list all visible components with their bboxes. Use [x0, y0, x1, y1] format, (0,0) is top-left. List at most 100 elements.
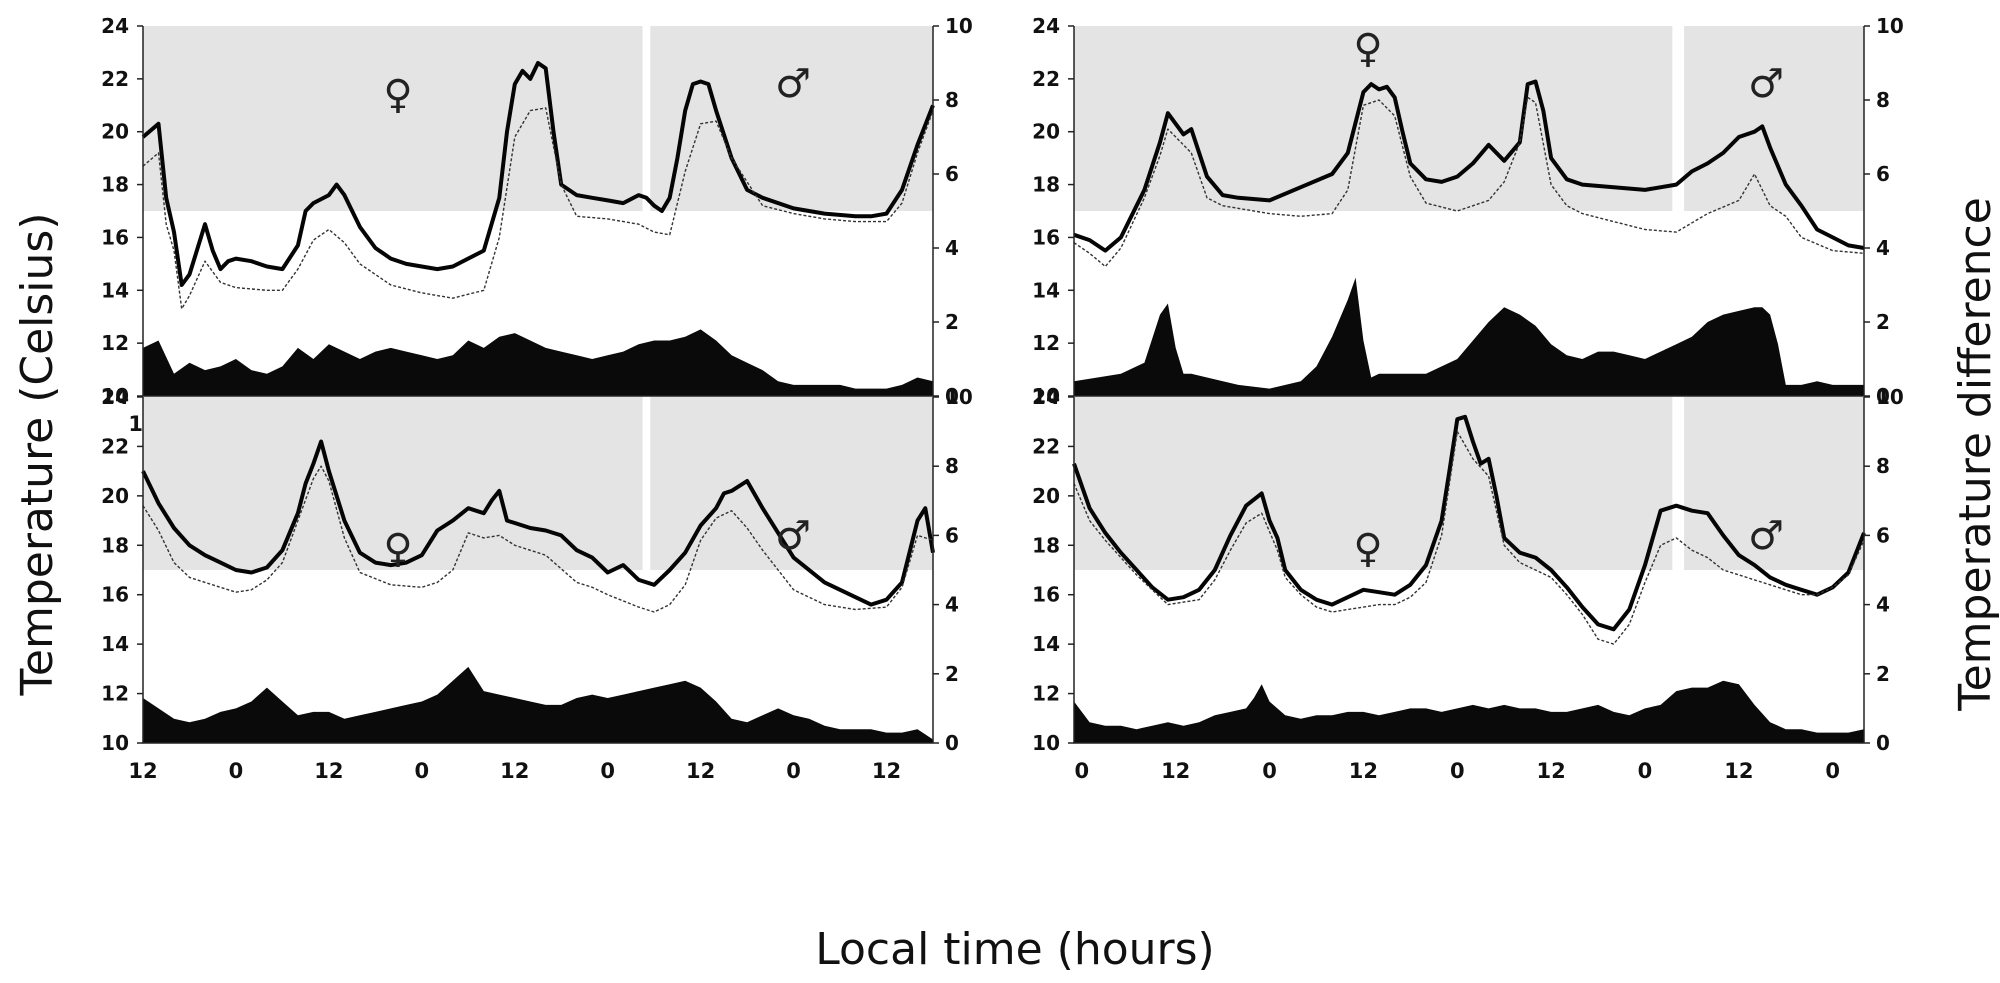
y-left-tick-label: 12	[1032, 682, 1060, 706]
x-tick-label: 12	[314, 759, 343, 783]
series-difference-area	[143, 666, 933, 743]
y-right-tick-label: 10	[1876, 385, 1904, 409]
y-right-tick-label: 4	[1876, 236, 1890, 260]
y-left-tick-label: 12	[1032, 331, 1060, 355]
y-right-axis-title: Temperature difference	[1950, 197, 2000, 712]
shaded-period-2	[1684, 26, 1864, 211]
series-difference-area	[1074, 277, 1864, 396]
y-left-tick-label: 18	[1032, 533, 1060, 557]
y-left-tick-label: 22	[1032, 434, 1060, 458]
shaded-period-1	[143, 26, 643, 211]
series-thick-line	[1072, 414, 1866, 632]
y-right-tick-label: 4	[945, 593, 959, 617]
female-symbol-icon: ♀	[383, 526, 412, 572]
y-left-tick-label: 16	[1032, 583, 1060, 607]
x-tick-label: 12	[1349, 759, 1378, 783]
x-tick-label: 0	[1825, 759, 1840, 783]
y-right-tick-label: 10	[945, 385, 973, 409]
y-right-tick-label: 8	[945, 454, 959, 478]
male-symbol-icon: ♂	[775, 513, 811, 559]
series-thick-line	[1073, 79, 1865, 253]
y-right-tick-label: 0	[1876, 384, 1890, 408]
y-left-tick-label: 14	[1032, 278, 1060, 302]
x-tick-label: 12	[686, 759, 715, 783]
y-right-tick-label: 6	[1876, 162, 1890, 186]
y-left-tick-label: 24	[101, 14, 129, 38]
x-tick-label: 12	[128, 759, 157, 783]
x-tick-label: 0	[1262, 759, 1277, 783]
y-left-tick-label: 22	[101, 434, 129, 458]
y-right-tick-label: 0	[945, 731, 959, 755]
female-symbol-icon: ♀	[1353, 26, 1382, 72]
y-right-tick-label: 8	[1876, 88, 1890, 112]
series-thick-line	[141, 439, 935, 607]
y-left-tick-label: 12	[101, 682, 129, 706]
series-thin-line	[142, 465, 934, 613]
male-symbol-icon: ♂	[1748, 513, 1784, 559]
y-left-tick-label: 18	[101, 533, 129, 557]
series-difference-area	[1074, 680, 1864, 743]
shaded-period-1	[1074, 397, 1673, 570]
y-left-tick-label: 14	[101, 278, 129, 302]
x-tick-label: 0	[1075, 759, 1090, 783]
y-right-tick-label: 4	[945, 236, 959, 260]
y-left-tick-label: 18	[1032, 173, 1060, 197]
y-left-tick-label: 20	[1032, 484, 1060, 508]
y-left-axis-title: Temperature (Celsius)	[12, 212, 63, 696]
y-left-tick-label: 12	[101, 331, 129, 355]
y-right-tick-label: 6	[1876, 523, 1890, 547]
y-right-tick-label: 8	[1876, 454, 1890, 478]
y-right-tick-label: 2	[945, 310, 959, 334]
y-left-tick-label: 10	[101, 731, 129, 755]
y-left-tick-label: 22	[101, 67, 129, 91]
y-left-tick-label: 20	[101, 484, 129, 508]
y-left-tick-label: 16	[101, 225, 129, 249]
y-left-tick-label: 10	[1032, 384, 1060, 408]
shaded-period-2	[650, 397, 933, 570]
shaded-period-1	[143, 397, 643, 570]
x-tick-label: 0	[229, 759, 244, 783]
y-left-tick-label: 14	[101, 632, 129, 656]
female-symbol-icon: ♀	[1353, 526, 1382, 572]
x-tick-label: 0	[1638, 759, 1653, 783]
y-right-tick-label: 8	[945, 88, 959, 112]
x-tick-label: 0	[1450, 759, 1465, 783]
y-left-tick-label: 22	[1032, 67, 1060, 91]
y-right-tick-label: 2	[1876, 662, 1890, 686]
y-left-tick-label: 10	[1032, 731, 1060, 755]
y-left-tick-label: 16	[101, 583, 129, 607]
series-thin-line	[1073, 96, 1865, 268]
y-right-tick-label: 6	[945, 523, 959, 547]
male-symbol-icon: ♂	[1748, 61, 1784, 107]
y-right-tick-label: 10	[1876, 14, 1904, 38]
y-left-tick-label: 16	[1032, 225, 1060, 249]
y-right-tick-label: 2	[1876, 310, 1890, 334]
y-left-tick-label: 20	[101, 120, 129, 144]
x-tick-label: 12	[500, 759, 529, 783]
y-left-tick-label: 24	[101, 385, 129, 409]
series-difference-area	[143, 329, 933, 396]
shaded-period-2	[1684, 397, 1864, 570]
shaded-period-2	[650, 26, 933, 211]
x-tick-label: 12	[872, 759, 901, 783]
y-right-tick-label: 4	[1876, 593, 1890, 617]
y-left-tick-label: 20	[1032, 120, 1060, 144]
x-tick-label: 12	[1537, 759, 1566, 783]
female-symbol-icon: ♀	[383, 72, 412, 118]
y-right-tick-label: 0	[1876, 731, 1890, 755]
y-left-tick-label: 14	[1032, 632, 1060, 656]
y-left-tick-label: 24	[1032, 14, 1060, 38]
series-thin-line	[1073, 430, 1865, 645]
y-right-tick-label: 10	[945, 14, 973, 38]
x-axis-title: Local time (hours)	[815, 924, 1214, 975]
y-left-tick-label: 24	[1032, 385, 1060, 409]
x-tick-label: 0	[415, 759, 430, 783]
y-right-tick-label: 2	[945, 662, 959, 686]
x-tick-label: 0	[786, 759, 801, 783]
y-left-tick-label: 18	[101, 173, 129, 197]
series-thick-line	[141, 61, 935, 287]
